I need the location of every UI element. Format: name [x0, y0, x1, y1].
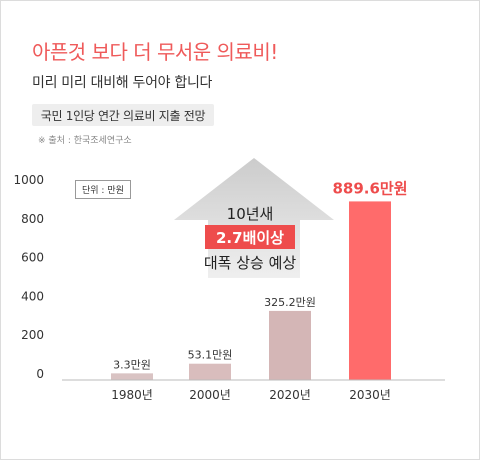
x-tick-label: 2030년	[349, 388, 391, 402]
y-axis: 0 200 400 600 800 1000	[13, 173, 44, 381]
callout-highlight: 2.7배이상	[205, 225, 295, 249]
x-tick-label: 1980년	[111, 388, 153, 402]
y-tick-label: 800	[21, 212, 44, 226]
headline: 아픈것 보다 더 무서운 의료비!	[32, 40, 278, 64]
y-tick-label: 400	[21, 289, 44, 303]
y-tick-label: 200	[21, 328, 44, 342]
y-tick-label: 0	[36, 367, 44, 381]
x-tick-label: 2000년	[189, 388, 231, 402]
chart-subject-label: 국민 1인당 연간 의료비 지출 전망	[32, 104, 214, 126]
data-labels: 3.3만원 53.1만원 325.2만원 889.6만원	[113, 179, 407, 371]
callout-line3: 대폭 상승 예상	[203, 254, 297, 272]
y-tick-label: 1000	[13, 173, 44, 187]
unit-label: 단위 : 만원	[75, 180, 131, 199]
bar-4	[349, 201, 391, 380]
bar-2	[189, 363, 231, 380]
bar-1	[111, 373, 153, 380]
x-axis-ticks: 1980년 2000년 2020년 2030년	[111, 388, 391, 402]
bar-3	[269, 310, 311, 380]
x-tick-label: 2020년	[269, 388, 311, 402]
data-label-1: 3.3만원	[113, 358, 151, 371]
subline: 미리 미리 대비해 두어야 합니다	[32, 75, 213, 91]
data-label-3: 325.2만원	[264, 296, 316, 309]
data-label-2: 53.1만원	[188, 349, 233, 362]
callout-line1: 10년새	[226, 205, 274, 223]
source-note: ※ 출처 : 한국조세연구소	[38, 136, 132, 146]
y-tick-label: 600	[21, 251, 44, 265]
data-label-4: 889.6만원	[332, 179, 407, 197]
bars	[111, 201, 391, 380]
